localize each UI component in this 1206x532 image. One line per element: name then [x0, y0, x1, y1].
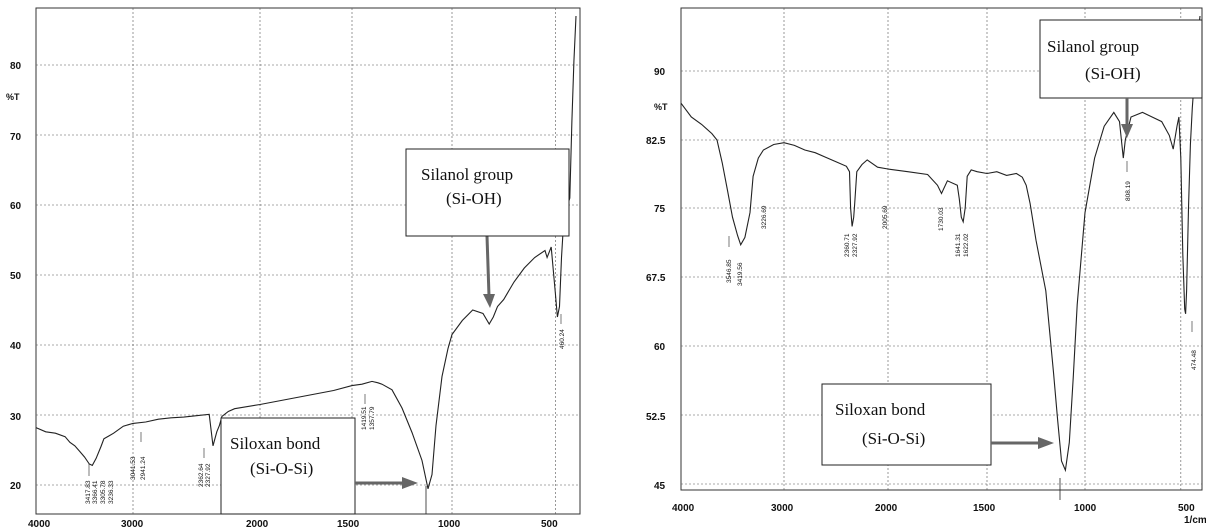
right-silanol-title: Silanol group — [1047, 37, 1139, 56]
peak-label: 3041.53 — [130, 456, 137, 480]
left-y-tick: 40 — [10, 341, 22, 352]
right-y-tick: 52.5 — [646, 412, 666, 423]
peak-label: 3419.56 — [737, 262, 744, 286]
left-y-axis-label: %T — [6, 92, 20, 102]
left-spectrum-panel: %T 20 30 40 50 60 70 80 4000 3000 2000 1… — [6, 7, 581, 530]
peak-label: 2327.92 — [205, 463, 212, 487]
peak-label: 1357.79 — [369, 406, 376, 430]
left-y-tick: 50 — [10, 271, 22, 282]
peak-label: 3305.78 — [100, 480, 107, 504]
peak-label: 2360.71 — [844, 233, 851, 257]
right-siloxan-annotation: Siloxan bond (Si-O-Si) — [821, 383, 1061, 500]
peak-label: 3546.85 — [726, 259, 733, 283]
left-siloxan-annotation: Siloxan bond (Si-O-Si) — [220, 417, 427, 515]
left-x-tick: 1000 — [438, 519, 461, 530]
right-siloxan-title: Siloxan bond — [835, 400, 926, 419]
right-y-tick: 82.5 — [646, 136, 666, 147]
left-silanol-formula: (Si-OH) — [446, 189, 502, 208]
right-spectrum-line — [680, 15, 1201, 473]
left-y-tick: 30 — [10, 412, 22, 423]
left-x-tick: 4000 — [28, 519, 51, 530]
right-silanol-arrowhead — [1121, 124, 1133, 138]
right-siloxan-box — [821, 383, 992, 466]
right-x-unit: 1/cm — [1184, 515, 1206, 526]
left-peak-labels: 3417.83 3366.41 3305.78 3236.33 3041.53 … — [85, 314, 566, 504]
peak-label: 3366.41 — [92, 480, 99, 504]
left-y-tick: 80 — [10, 61, 22, 72]
left-silanol-box — [405, 148, 570, 237]
left-silanol-arrowhead — [483, 294, 495, 308]
peak-label: 474.48 — [1191, 350, 1198, 370]
right-y-tick: 75 — [654, 204, 666, 215]
peak-label: 2362.64 — [198, 463, 205, 487]
peak-label: 1641.31 — [955, 233, 962, 257]
left-y-tick: 20 — [10, 481, 22, 492]
peak-label: 1419.51 — [361, 406, 368, 430]
right-siloxan-arrowhead — [1038, 437, 1054, 449]
left-x-tick: 3000 — [121, 519, 144, 530]
right-x-tick: 4000 — [672, 503, 695, 514]
peak-label: 808.19 — [1125, 181, 1132, 201]
right-y-tick: 60 — [654, 342, 666, 353]
left-siloxan-title: Siloxan bond — [230, 434, 321, 453]
right-x-tick: 2000 — [875, 503, 898, 514]
right-plot-frame — [680, 7, 1203, 491]
peak-label: 2327.92 — [852, 233, 859, 257]
peak-label: 460.24 — [559, 329, 566, 349]
peak-label: 2005.69 — [882, 205, 889, 229]
right-siloxan-formula: (Si-O-Si) — [862, 429, 925, 448]
right-y-tick: 90 — [654, 67, 666, 78]
left-silanol-title: Silanol group — [421, 165, 513, 184]
right-silanol-box — [1039, 19, 1203, 99]
right-peak-labels: 3546.85 3419.56 3226.69 2360.71 2327.92 … — [726, 161, 1198, 370]
left-x-tick: 2000 — [246, 519, 269, 530]
right-silanol-annotation: Silanol group (Si-OH) — [1039, 19, 1203, 138]
peak-label: 3236.33 — [108, 480, 115, 504]
left-y-tick: 70 — [10, 132, 22, 143]
right-y-tick: 67.5 — [646, 273, 666, 284]
left-x-tick: 1500 — [337, 519, 360, 530]
peak-label: 2941.24 — [140, 456, 147, 480]
right-x-tick: 1500 — [973, 503, 996, 514]
right-x-tick: 500 — [1178, 503, 1195, 514]
left-x-tick: 500 — [541, 519, 558, 530]
right-y-tick: 45 — [654, 481, 666, 492]
left-y-tick: 60 — [10, 201, 22, 212]
peak-label: 3226.69 — [761, 205, 768, 229]
left-silanol-annotation: Silanol group (Si-OH) — [405, 148, 570, 308]
left-spectrum-line — [35, 15, 577, 489]
left-silanol-arrow — [485, 235, 491, 297]
peak-label: 3417.83 — [85, 480, 92, 504]
left-siloxan-arrowhead — [402, 477, 418, 489]
peak-label: 1730.03 — [938, 207, 945, 231]
right-silanol-formula: (Si-OH) — [1085, 64, 1141, 83]
peak-label: 1622.02 — [963, 233, 970, 257]
right-y-axis-label: %T — [654, 102, 668, 112]
right-x-tick: 1000 — [1074, 503, 1097, 514]
right-spectrum-panel: %T 45 52.5 60 67.5 75 82.5 90 4000 3000 … — [646, 7, 1206, 526]
left-siloxan-formula: (Si-O-Si) — [250, 459, 313, 478]
left-siloxan-box — [220, 417, 356, 515]
right-x-tick: 3000 — [771, 503, 794, 514]
